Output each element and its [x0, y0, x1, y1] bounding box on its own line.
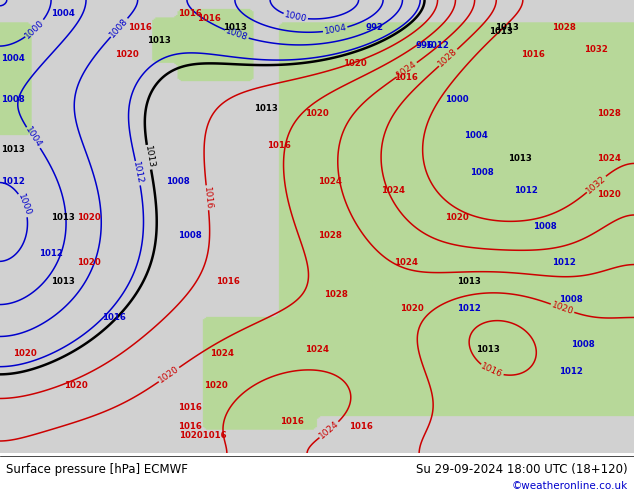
Text: 1008: 1008 [470, 168, 494, 177]
Text: 1008: 1008 [178, 231, 202, 240]
Text: 1016: 1016 [521, 50, 545, 59]
Text: 1016: 1016 [280, 417, 304, 426]
Text: 1012: 1012 [425, 41, 450, 50]
Text: 1016: 1016 [178, 9, 202, 18]
Text: 1016: 1016 [127, 23, 152, 32]
Text: 1024: 1024 [597, 154, 621, 163]
Text: 1020: 1020 [77, 213, 101, 222]
Text: 1020: 1020 [444, 213, 469, 222]
Text: 1012: 1012 [552, 258, 576, 268]
Text: 1024: 1024 [381, 186, 405, 195]
Text: 1004: 1004 [23, 125, 43, 150]
Text: 1032: 1032 [585, 173, 608, 195]
Text: 992: 992 [365, 23, 383, 32]
Text: 10201016: 10201016 [179, 431, 227, 440]
Text: 1016: 1016 [178, 421, 202, 431]
Text: 1028: 1028 [552, 23, 576, 32]
Text: 1012: 1012 [514, 186, 538, 195]
Text: 1020: 1020 [550, 300, 575, 317]
Text: 1012: 1012 [559, 367, 583, 376]
Text: 1013: 1013 [51, 213, 75, 222]
Text: 1024: 1024 [318, 419, 340, 441]
Text: Surface pressure [hPa] ECMWF: Surface pressure [hPa] ECMWF [6, 463, 188, 476]
Text: 1004: 1004 [1, 54, 25, 63]
Text: 1013: 1013 [457, 276, 481, 286]
Text: ©weatheronline.co.uk: ©weatheronline.co.uk [512, 481, 628, 490]
Text: 1020: 1020 [204, 381, 228, 390]
Text: 1016: 1016 [267, 141, 291, 149]
Text: 1013: 1013 [143, 145, 155, 170]
Text: 1013: 1013 [223, 23, 247, 32]
Text: 1000: 1000 [283, 10, 307, 24]
Text: 1012: 1012 [1, 177, 25, 186]
Text: 1020: 1020 [597, 191, 621, 199]
Text: Su 29-09-2024 18:00 UTC (18+120): Su 29-09-2024 18:00 UTC (18+120) [416, 463, 628, 476]
Text: 1008: 1008 [165, 177, 190, 186]
Text: 1032: 1032 [584, 46, 608, 54]
Text: 1020: 1020 [77, 258, 101, 268]
Text: 1024: 1024 [394, 258, 418, 268]
Text: 1028: 1028 [318, 231, 342, 240]
Text: 1020: 1020 [64, 381, 88, 390]
Text: 1020: 1020 [13, 349, 37, 358]
Text: 1008: 1008 [533, 222, 557, 231]
Text: 1024: 1024 [318, 177, 342, 186]
Text: 1016: 1016 [202, 186, 213, 210]
Text: 1000: 1000 [444, 95, 469, 104]
Text: 1016: 1016 [197, 14, 221, 23]
Text: 1028: 1028 [597, 109, 621, 118]
Text: 1020: 1020 [115, 50, 139, 59]
Text: 1024: 1024 [210, 349, 234, 358]
Text: 1012: 1012 [131, 161, 145, 185]
Text: 1004: 1004 [463, 131, 488, 141]
Text: 1020: 1020 [343, 59, 367, 68]
Text: 1024: 1024 [305, 344, 329, 353]
Text: 1008: 1008 [1, 95, 25, 104]
Text: 1008: 1008 [108, 16, 130, 39]
Text: 1013: 1013 [254, 104, 278, 113]
Text: 1008: 1008 [571, 340, 595, 349]
Text: 1013: 1013 [495, 23, 519, 32]
Text: 1016: 1016 [349, 421, 373, 431]
Text: 1012: 1012 [457, 304, 481, 313]
Text: 1013: 1013 [508, 154, 532, 163]
Text: 1028: 1028 [324, 290, 348, 299]
Text: 1016: 1016 [178, 403, 202, 413]
Text: 1016: 1016 [216, 276, 240, 286]
Text: 1000: 1000 [23, 18, 46, 40]
Text: 1016: 1016 [102, 313, 126, 322]
Text: 1013: 1013 [1, 145, 25, 154]
Text: 1000: 1000 [16, 193, 32, 218]
Text: 1020: 1020 [305, 109, 329, 118]
Text: 1013: 1013 [489, 27, 513, 36]
Text: 1016: 1016 [394, 73, 418, 81]
Text: 1004: 1004 [51, 9, 75, 18]
Text: 1024: 1024 [395, 60, 418, 80]
Text: 1020: 1020 [157, 365, 181, 385]
Text: 1012: 1012 [39, 249, 63, 258]
Text: 1020: 1020 [400, 304, 424, 313]
Text: 1016: 1016 [479, 362, 504, 380]
Text: 1013: 1013 [146, 36, 171, 45]
Text: 1013: 1013 [51, 276, 75, 286]
Text: 1008: 1008 [559, 294, 583, 304]
Text: 1013: 1013 [476, 344, 500, 353]
Text: 1004: 1004 [323, 23, 347, 36]
Text: 1028: 1028 [437, 47, 460, 69]
Text: 1008: 1008 [224, 26, 249, 43]
Text: 996: 996 [416, 41, 434, 50]
